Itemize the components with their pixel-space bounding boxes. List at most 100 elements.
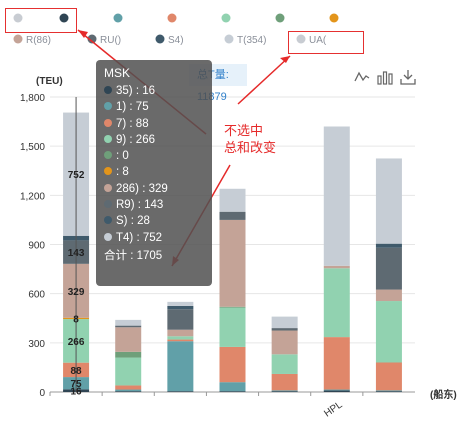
bar-segment[interactable] xyxy=(375,391,402,392)
bar-stack[interactable] xyxy=(271,316,298,392)
bar-segment[interactable] xyxy=(375,247,402,290)
y-tick-label: 0 xyxy=(39,388,45,399)
legend-label: S4) xyxy=(168,35,184,46)
bar-segment[interactable] xyxy=(167,339,194,342)
legend-item[interactable] xyxy=(113,13,123,23)
tooltip-dot xyxy=(104,86,112,94)
legend-item[interactable] xyxy=(329,13,339,23)
bar-segment[interactable] xyxy=(219,382,246,392)
bar-segment[interactable] xyxy=(115,325,142,328)
bar-segment[interactable] xyxy=(323,337,350,390)
legend-item[interactable] xyxy=(13,13,23,23)
legend-dot xyxy=(113,13,123,23)
tooltip-row: : 0 xyxy=(104,148,204,164)
legend[interactable]: R(86) RU() S4) T(354) UA( xyxy=(13,13,339,47)
bar-segment[interactable] xyxy=(323,126,350,266)
bar-segment[interactable] xyxy=(375,390,402,392)
bar-stack[interactable] xyxy=(323,126,350,393)
annotation-line-2: 总和改变 xyxy=(224,140,277,155)
bar-segment[interactable] xyxy=(271,390,298,392)
tooltip-dot xyxy=(104,216,112,225)
bar-segment[interactable] xyxy=(115,319,142,326)
bar-segment[interactable] xyxy=(115,357,142,386)
segment-value-label: 16 xyxy=(71,387,83,398)
legend-item[interactable]: T(354) xyxy=(224,34,267,47)
tooltip-row-label: 1) : 75 xyxy=(116,101,149,114)
tooltip-row: S) : 28 xyxy=(104,213,204,229)
y-tick-label: 1,500 xyxy=(20,142,45,153)
bar-segment[interactable] xyxy=(167,341,194,392)
bar-segment[interactable] xyxy=(271,316,298,329)
legend-item[interactable] xyxy=(167,13,177,23)
bar-segment[interactable] xyxy=(219,307,246,347)
bar-segment[interactable] xyxy=(271,373,298,391)
legend-dot xyxy=(155,34,165,44)
bar-segment[interactable] xyxy=(167,301,194,306)
bar-segment[interactable] xyxy=(271,354,298,374)
bar-segment[interactable] xyxy=(167,391,194,392)
line-chart-icon[interactable] xyxy=(354,69,370,85)
bar-stack[interactable] xyxy=(115,319,142,392)
y-tick-label: 1,200 xyxy=(20,191,45,202)
bar-segment[interactable] xyxy=(219,346,246,383)
legend-dot xyxy=(221,13,231,23)
tooltip-row-label: : 0 xyxy=(116,150,129,163)
x-tick-label: HPL xyxy=(322,399,345,419)
bar-segment[interactable] xyxy=(115,389,142,392)
tooltip: MSK 35) : 16 1) : 75 7) : 88 9) : 266: 0: 8… xyxy=(96,60,212,286)
tooltip-dot xyxy=(104,232,112,241)
bar-segment[interactable] xyxy=(167,329,194,337)
bars[interactable] xyxy=(63,97,402,392)
bar-segment[interactable] xyxy=(323,390,350,392)
bar-segment[interactable] xyxy=(167,336,194,340)
segment-value-label: 752 xyxy=(68,170,85,181)
legend-item[interactable]: RU() xyxy=(87,34,122,47)
bar-segment[interactable] xyxy=(271,330,298,355)
legend-item[interactable] xyxy=(221,13,231,23)
bar-segment[interactable] xyxy=(375,243,402,248)
legend-item[interactable] xyxy=(59,13,69,23)
tooltip-row: R9) : 143 xyxy=(104,197,204,213)
bar-stack[interactable] xyxy=(375,158,402,392)
bar-segment[interactable] xyxy=(375,158,402,244)
bar-segment[interactable] xyxy=(115,327,142,352)
bar-segment[interactable] xyxy=(323,268,350,338)
annotation-text: 不选中 总和改变 xyxy=(224,122,276,156)
tooltip-dot xyxy=(104,118,112,127)
legend-dot xyxy=(296,34,306,44)
bar-segment[interactable] xyxy=(271,328,298,331)
bar-segment[interactable] xyxy=(375,362,402,391)
bar-segment[interactable] xyxy=(167,305,194,310)
tooltip-dot xyxy=(104,183,112,192)
bar-segment[interactable] xyxy=(115,391,142,392)
legend-item[interactable]: S4) xyxy=(155,34,184,47)
bar-stack[interactable] xyxy=(219,188,246,392)
tooltip-row-label: R9) : 143 xyxy=(116,199,164,212)
bar-segment[interactable] xyxy=(375,301,402,363)
bar-segment[interactable] xyxy=(219,219,246,307)
legend-item[interactable]: R(86) xyxy=(13,34,52,47)
bar-stack[interactable] xyxy=(167,301,194,392)
download-icon[interactable] xyxy=(400,69,416,85)
segment-value-label: 329 xyxy=(68,287,85,298)
bar-segment[interactable] xyxy=(375,289,402,302)
legend-label: UA( xyxy=(309,35,327,46)
tooltip-row-label: T4) : 752 xyxy=(116,231,163,244)
tooltip-row-label: 286) : 329 xyxy=(116,182,168,195)
bar-segment[interactable] xyxy=(323,265,350,269)
bar-segment[interactable] xyxy=(219,306,246,308)
bar-segment[interactable] xyxy=(271,391,298,392)
bar-segment[interactable] xyxy=(323,389,350,391)
bar-segment[interactable] xyxy=(219,188,246,212)
legend-dot xyxy=(13,13,23,23)
bar-chart-icon[interactable] xyxy=(377,69,393,85)
bar-segment[interactable] xyxy=(219,391,246,392)
bar-segment[interactable] xyxy=(167,309,194,330)
legend-item[interactable] xyxy=(275,13,285,23)
annotation-line-1: 不选中 xyxy=(224,123,264,138)
bar-segment[interactable] xyxy=(115,385,142,390)
segment-value-label: 8 xyxy=(73,314,79,325)
bar-segment[interactable] xyxy=(219,211,246,220)
legend-item[interactable]: UA( xyxy=(296,34,327,47)
bar-segment[interactable] xyxy=(115,351,142,358)
